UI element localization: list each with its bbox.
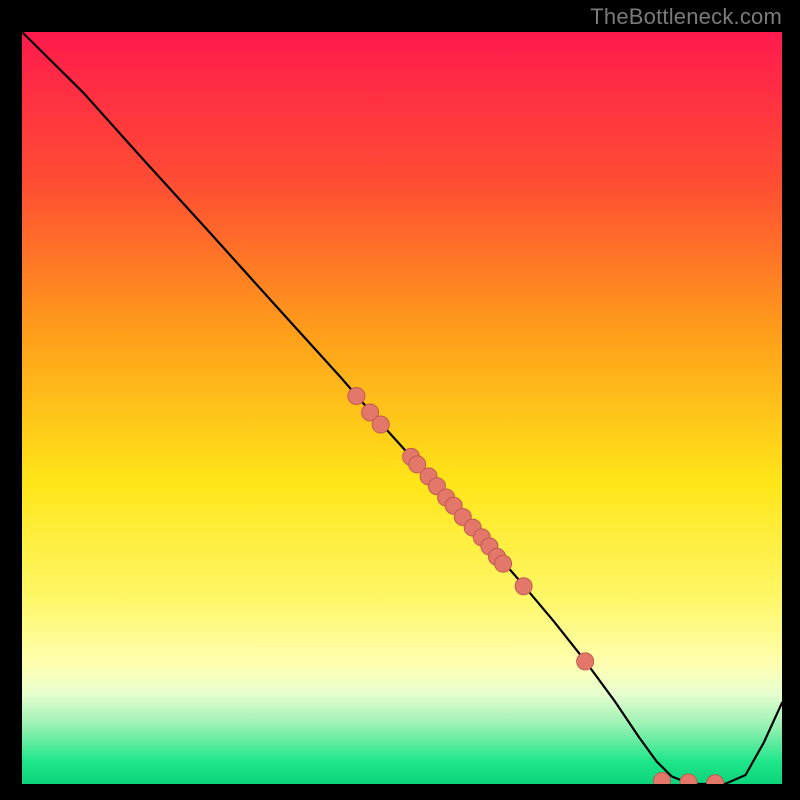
data-marker — [515, 578, 532, 595]
watermark-text: TheBottleneck.com — [590, 4, 782, 30]
data-marker — [372, 416, 389, 433]
data-marker — [348, 387, 365, 404]
chart-area — [22, 32, 782, 784]
chart-svg — [22, 32, 782, 784]
chart-background — [22, 32, 782, 784]
data-marker — [495, 555, 512, 572]
data-marker — [577, 653, 594, 670]
